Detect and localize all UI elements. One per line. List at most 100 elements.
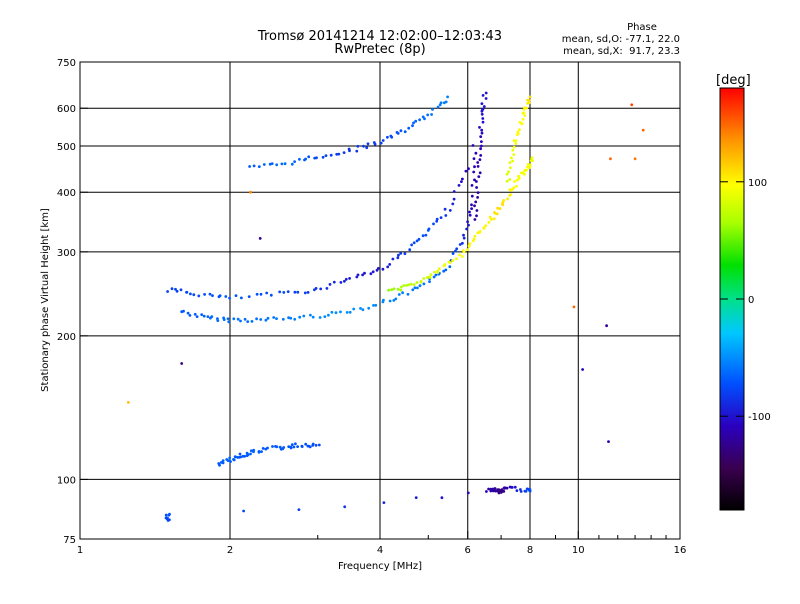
data-point [480,144,483,148]
data-point [480,140,483,144]
data-point [382,298,385,302]
data-point [475,209,479,212]
data-point [396,287,400,291]
data-point [386,135,389,139]
data-point [228,456,232,460]
data-point [508,161,512,165]
data-point [323,315,327,318]
data-point [428,276,432,279]
data-point [512,186,516,190]
phase-info-title: Phase [627,22,657,33]
data-point [239,319,242,323]
data-point [309,313,312,317]
data-point [514,139,518,143]
data-point [236,456,240,459]
data-point [182,309,185,313]
data-point [236,317,240,321]
data-point [451,252,455,256]
data-point [373,142,377,146]
data-point [216,317,219,321]
data-point [415,281,419,284]
data-point [430,113,433,116]
data-point [504,486,508,490]
data-point [325,287,329,290]
data-point [334,311,338,315]
data-point [278,290,282,294]
phase-info-line2: mean, sd,X: 91.7, 23.3 [563,46,680,57]
data-point [489,487,493,491]
data-point [400,285,403,289]
data-point [232,317,236,321]
data-point [480,112,484,116]
data-point [426,113,430,117]
data-point [467,167,470,171]
data-point [451,259,455,262]
data-point [226,317,230,321]
data-point [324,154,328,158]
data-point [366,142,370,146]
data-point [304,157,307,161]
data-point [432,222,435,226]
data-point [217,462,221,465]
data-point [498,207,502,211]
data-point [200,313,204,316]
data-point [508,188,512,192]
data-point [388,299,392,303]
data-point [259,292,263,296]
data-point [435,217,439,221]
data-point [234,294,238,297]
data-point [510,156,513,160]
data-point [174,287,177,291]
data-point [245,451,249,455]
data-point [343,279,346,283]
data-point [479,154,483,157]
data-point [412,241,416,245]
data-point [227,320,231,324]
data-point [511,148,515,152]
data-point [272,316,276,319]
data-point [356,273,360,277]
data-point [472,170,476,174]
data-point [473,204,476,208]
data-point [413,286,417,290]
data-point [581,368,584,371]
data-point [478,158,482,162]
data-point [454,249,457,253]
data-point [224,295,228,298]
data-point [328,283,332,286]
data-point [390,135,394,139]
data-point [436,269,440,273]
data-point [475,180,478,183]
data-point [243,454,247,458]
data-point [528,488,532,492]
data-point [396,132,400,135]
data-point [428,280,431,283]
data-point [381,139,385,142]
data-point [374,303,378,307]
data-point [297,508,301,511]
data-point [348,149,351,153]
data-point [390,288,393,292]
data-point [218,294,222,297]
data-point [257,165,261,169]
data-point [391,257,395,261]
data-point [476,165,480,168]
data-point [526,163,530,166]
data-point [518,128,521,132]
data-point [264,318,268,322]
data-point [446,95,449,99]
data-point [314,443,318,447]
data-point [527,99,531,102]
data-point [605,324,608,328]
data-point [470,184,474,187]
data-point [443,263,447,266]
data-point [337,152,341,156]
y-tick-label: 400 [57,188,76,199]
data-point [365,146,369,150]
data-points [126,91,645,522]
data-point [482,227,486,230]
data-point [462,236,466,240]
data-point [484,97,488,100]
data-point [515,489,519,492]
